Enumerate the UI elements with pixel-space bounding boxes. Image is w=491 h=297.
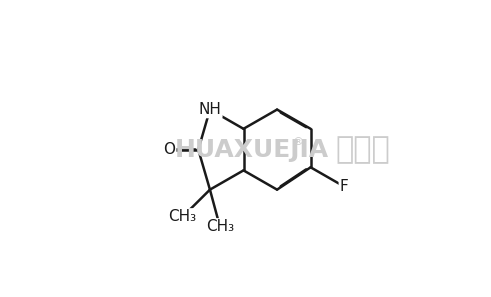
Text: CH₃: CH₃	[206, 219, 234, 234]
Text: CH₃: CH₃	[168, 209, 196, 224]
Text: HUAXUEJIA: HUAXUEJIA	[175, 138, 328, 162]
Text: 化学加: 化学加	[335, 135, 390, 165]
Text: O: O	[163, 142, 175, 157]
Text: ®: ®	[293, 137, 304, 147]
Text: F: F	[340, 179, 349, 194]
Text: NH: NH	[198, 102, 221, 117]
